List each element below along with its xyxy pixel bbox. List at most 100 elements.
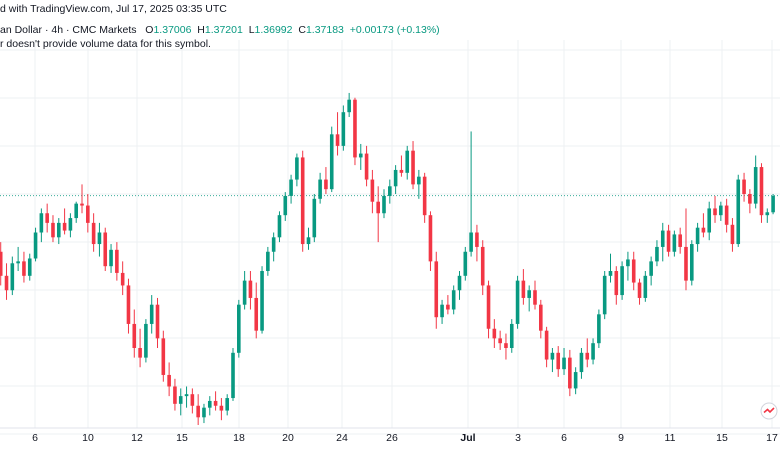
candle[interactable]: [306, 227, 311, 250]
candle[interactable]: [376, 186, 380, 243]
candle[interactable]: [608, 253, 613, 283]
candle[interactable]: [527, 285, 531, 312]
candle[interactable]: [637, 278, 642, 305]
candle[interactable]: [295, 153, 299, 187]
candle[interactable]: [475, 224, 479, 262]
candle[interactable]: [689, 240, 694, 286]
candle[interactable]: [550, 348, 555, 373]
candle[interactable]: [759, 163, 764, 223]
candle[interactable]: [167, 362, 171, 397]
candle[interactable]: [219, 398, 224, 421]
candle[interactable]: [358, 143, 363, 170]
candle[interactable]: [161, 330, 166, 382]
candle[interactable]: [97, 222, 102, 257]
candle[interactable]: [428, 211, 433, 271]
candle[interactable]: [289, 174, 293, 204]
candle[interactable]: [115, 242, 119, 281]
candle[interactable]: [86, 194, 90, 233]
candle[interactable]: [707, 201, 712, 241]
candle[interactable]: [446, 295, 450, 315]
candle[interactable]: [719, 201, 723, 221]
candle[interactable]: [341, 105, 346, 151]
candle[interactable]: [370, 169, 375, 214]
time-axis[interactable]: 6 10 12 15 18 20 24 26 Jul 3 6 9 11 15 17: [0, 427, 780, 444]
candle[interactable]: [631, 251, 636, 291]
candle[interactable]: [237, 299, 241, 358]
candle[interactable]: [765, 208, 770, 223]
candle[interactable]: [451, 285, 456, 315]
candle[interactable]: [486, 280, 491, 339]
candle[interactable]: [231, 348, 235, 401]
candle[interactable]: [109, 244, 113, 273]
candle[interactable]: [33, 227, 38, 262]
candle[interactable]: [672, 230, 677, 257]
candle[interactable]: [184, 386, 189, 408]
candle[interactable]: [144, 319, 148, 363]
candle[interactable]: [173, 378, 177, 411]
candle[interactable]: [56, 218, 61, 245]
candle[interactable]: [573, 367, 578, 395]
candle[interactable]: [45, 203, 49, 233]
candle[interactable]: [399, 155, 404, 177]
candle[interactable]: [149, 295, 154, 334]
candle[interactable]: [568, 349, 572, 397]
candle[interactable]: [347, 92, 351, 117]
candle[interactable]: [538, 299, 543, 339]
candle[interactable]: [695, 222, 700, 252]
candle[interactable]: [655, 240, 659, 267]
candle[interactable]: [649, 256, 653, 286]
candle[interactable]: [51, 215, 55, 243]
candle[interactable]: [248, 271, 253, 310]
candle[interactable]: [591, 338, 595, 365]
candle[interactable]: [602, 271, 607, 320]
candle[interactable]: [509, 319, 514, 353]
candle[interactable]: [132, 309, 137, 358]
candle[interactable]: [417, 169, 421, 199]
candle[interactable]: [469, 131, 473, 257]
candle[interactable]: [382, 189, 386, 219]
candle[interactable]: [22, 251, 26, 283]
candle[interactable]: [312, 194, 317, 243]
candle[interactable]: [178, 388, 183, 416]
candle[interactable]: [74, 201, 79, 223]
candle[interactable]: [266, 246, 270, 276]
candle[interactable]: [335, 112, 340, 156]
candle[interactable]: [213, 391, 218, 411]
candle[interactable]: [684, 208, 688, 291]
candle[interactable]: [393, 165, 398, 194]
candle[interactable]: [16, 246, 20, 271]
candle[interactable]: [126, 278, 131, 334]
candle[interactable]: [771, 194, 775, 215]
candle[interactable]: [562, 348, 566, 375]
candle[interactable]: [713, 195, 717, 223]
candle[interactable]: [544, 326, 549, 368]
candle[interactable]: [585, 338, 590, 368]
candle[interactable]: [463, 246, 468, 281]
candle[interactable]: [533, 280, 537, 310]
candle[interactable]: [492, 319, 497, 348]
candle[interactable]: [730, 218, 735, 252]
candle[interactable]: [457, 271, 462, 300]
candle[interactable]: [504, 333, 508, 360]
candle[interactable]: [300, 150, 305, 252]
candle[interactable]: [68, 213, 73, 238]
candle[interactable]: [434, 251, 439, 329]
candle[interactable]: [120, 261, 125, 296]
candle[interactable]: [318, 172, 322, 204]
candle[interactable]: [498, 330, 502, 350]
candle[interactable]: [329, 126, 334, 193]
candle[interactable]: [480, 240, 485, 296]
candle[interactable]: [614, 266, 619, 305]
candle[interactable]: [103, 227, 108, 271]
candle[interactable]: [62, 208, 67, 235]
candle[interactable]: [556, 346, 561, 377]
candle[interactable]: [0, 242, 3, 286]
candle[interactable]: [660, 222, 665, 262]
candle[interactable]: [254, 282, 259, 339]
candle[interactable]: [27, 253, 32, 281]
candle[interactable]: [422, 172, 427, 223]
candle[interactable]: [277, 211, 282, 243]
candle[interactable]: [364, 145, 369, 187]
candle[interactable]: [190, 388, 195, 414]
